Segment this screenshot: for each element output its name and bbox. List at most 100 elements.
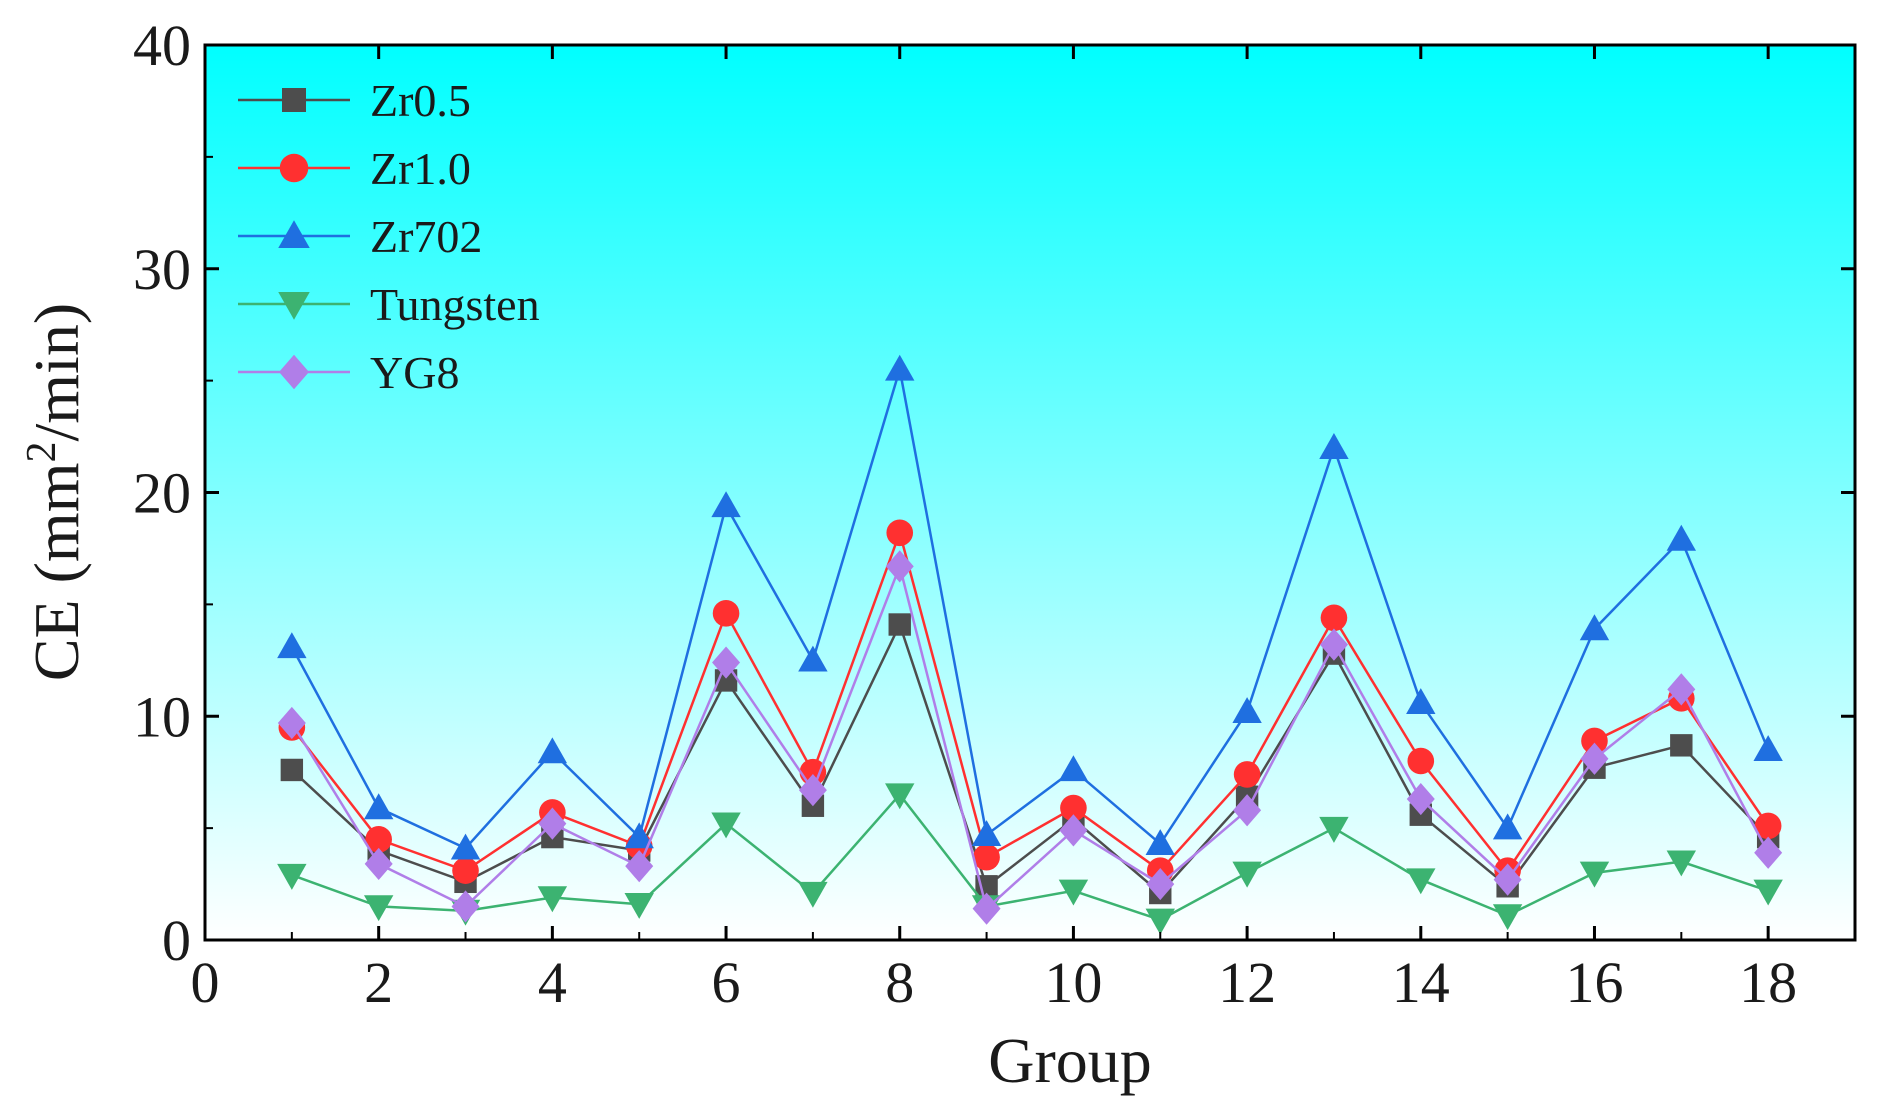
data-point-zr702 [363, 793, 394, 820]
x-tick-label: 18 [1739, 950, 1797, 1015]
data-point-tungsten [1145, 908, 1175, 935]
data-point-yg8 [1233, 794, 1262, 827]
data-point-zr702 [1145, 829, 1175, 855]
legend: Zr0.5 Zr1.0 Zr702 Tungsten YG8 [238, 75, 540, 398]
data-point-zr702 [1406, 688, 1436, 715]
data-point-zr1-0 [1581, 727, 1608, 755]
data-point-zr702 [1319, 433, 1349, 459]
legend-marker-zr1-0 [279, 153, 309, 183]
y-tick-label: 10 [133, 684, 191, 749]
data-point-zr1-0 [712, 600, 740, 627]
data-point-zr1-0 [1060, 794, 1087, 822]
data-point-zr702 [450, 833, 481, 860]
data-point-tungsten [1319, 816, 1349, 843]
data-point-tungsten [363, 895, 394, 922]
data-point-tungsten [1666, 850, 1697, 877]
data-point-zr702 [1666, 524, 1697, 551]
series-line-zr702 [290, 369, 1770, 850]
plot-background [205, 45, 1855, 940]
data-point-zr1-0 [1754, 812, 1782, 840]
data-point-yg8 [1319, 628, 1348, 661]
data-point-zr702 [798, 645, 828, 672]
data-point-zr0-5 [888, 613, 911, 636]
data-point-tungsten [537, 886, 568, 913]
data-point-tungsten [277, 863, 307, 890]
data-point-zr1-0 [973, 843, 1000, 871]
data-point-yg8 [972, 892, 1001, 925]
y-axis-title-superscript: 2 [19, 442, 65, 463]
data-point-zr0-5 [280, 758, 304, 782]
data-point-yg8 [1059, 814, 1088, 847]
data-point-zr0-5 [975, 875, 998, 898]
y-axis-title: CE (mm2/min) [19, 303, 92, 681]
data-point-zr702 [624, 822, 654, 849]
y-tick-label: 20 [133, 461, 191, 526]
y-tick-label: 40 [133, 13, 191, 78]
y-axis-title-prefix: CE (mm [21, 463, 92, 682]
data-point-zr1-0 [365, 826, 392, 853]
data-point-tungsten [1579, 861, 1610, 888]
data-point-zr1-0 [1407, 747, 1435, 775]
data-point-zr702 [711, 491, 741, 518]
x-tick-label: 16 [1565, 950, 1623, 1015]
axis-layer: 0 2 4 6 8 10 12 14 16 18 0 10 20 30 40 [133, 13, 1855, 1015]
data-point-yg8 [798, 773, 827, 807]
x-tick-label: 6 [712, 950, 741, 1015]
data-point-tungsten [1232, 861, 1262, 888]
data-point-yg8 [1493, 863, 1522, 896]
data-point-zr702 [971, 820, 1002, 847]
data-point-zr702 [1492, 813, 1523, 840]
data-point-yg8 [451, 890, 480, 923]
data-point-tungsten [1058, 879, 1089, 906]
series-line-yg8 [290, 562, 1770, 911]
data-point-yg8 [1146, 867, 1175, 901]
data-point-yg8 [1754, 836, 1783, 869]
data-point-zr1-0 [886, 519, 914, 547]
x-axis-title: Group [988, 1025, 1152, 1096]
data-point-yg8 [885, 550, 914, 583]
x-tick-label: 12 [1218, 950, 1276, 1015]
data-point-zr702 [1579, 614, 1610, 641]
legend-item-tungsten: Tungsten [238, 279, 540, 330]
series-yg8 [277, 550, 1783, 925]
legend-label: YG8 [370, 347, 459, 398]
data-point-tungsten [798, 881, 828, 908]
y-tick-label: 0 [162, 908, 191, 973]
series-line-zr0-5 [290, 621, 1770, 895]
legend-label: Tungsten [370, 279, 540, 330]
data-point-zr1-0 [1233, 761, 1261, 788]
y-tick-label: 30 [133, 237, 191, 302]
series-zr702 [277, 354, 1783, 860]
data-point-zr1-0 [452, 857, 479, 884]
legend-item-zr0-5: Zr0.5 [238, 75, 471, 126]
data-point-yg8 [1406, 782, 1435, 816]
data-point-yg8 [1667, 673, 1696, 706]
x-tick-label: 0 [191, 950, 220, 1015]
series-layer [277, 354, 1783, 935]
y-axis-title-suffix: /min) [21, 303, 92, 442]
data-point-zr702 [1753, 735, 1783, 762]
legend-marker-zr702 [278, 220, 310, 248]
data-point-tungsten [1492, 904, 1523, 931]
legend-label: Zr702 [370, 211, 482, 262]
x-tick-label: 10 [1044, 950, 1102, 1015]
legend-item-yg8: YG8 [238, 347, 459, 398]
data-point-zr0-5 [1670, 734, 1693, 757]
data-point-tungsten [1753, 879, 1783, 906]
series-line-zr1-0 [290, 528, 1770, 873]
legend-label: Zr0.5 [370, 75, 471, 126]
data-point-yg8 [1580, 742, 1609, 775]
data-point-yg8 [712, 646, 741, 679]
data-point-yg8 [625, 850, 654, 883]
data-point-tungsten [885, 783, 915, 810]
data-point-yg8 [364, 847, 393, 881]
data-point-zr1-0 [1320, 604, 1348, 632]
data-point-zr702 [1058, 755, 1089, 782]
data-point-zr702 [537, 737, 568, 764]
x-tick-label: 14 [1392, 950, 1450, 1015]
legend-item-zr1-0: Zr1.0 [238, 143, 471, 194]
legend-marker-zr0-5 [282, 88, 306, 112]
series-zr1-0 [278, 519, 1782, 884]
series-line-tungsten [291, 792, 1769, 922]
